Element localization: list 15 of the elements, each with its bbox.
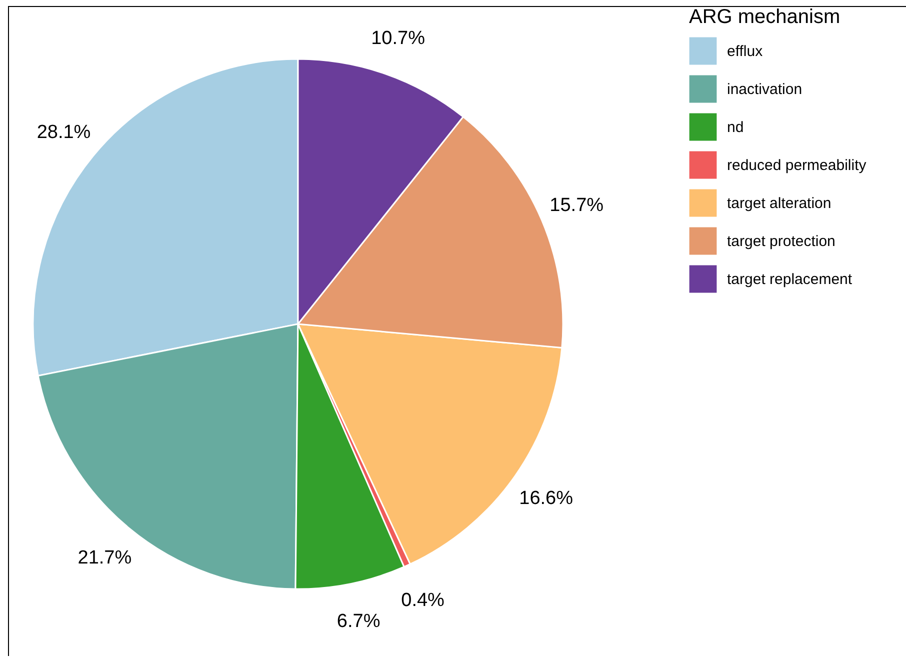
- legend-label: reduced permeability: [727, 157, 867, 174]
- data-label: 6.7%: [336, 610, 380, 632]
- data-label: 10.7%: [371, 28, 426, 49]
- data-label: 0.4%: [401, 590, 445, 612]
- legend-label: target protection: [727, 233, 836, 250]
- data-label: 16.6%: [519, 488, 574, 509]
- data-label: 28.1%: [36, 122, 91, 143]
- legend-label: nd: [727, 119, 744, 136]
- data-label: 21.7%: [78, 547, 132, 568]
- data-label: 15.7%: [550, 194, 604, 216]
- legend-label: target alteration: [727, 195, 832, 212]
- legend-title: ARG mechanism: [689, 6, 840, 28]
- legend-label: efflux: [727, 43, 764, 60]
- legend-label: target replacement: [727, 271, 853, 288]
- legend-label: inactivation: [727, 81, 802, 98]
